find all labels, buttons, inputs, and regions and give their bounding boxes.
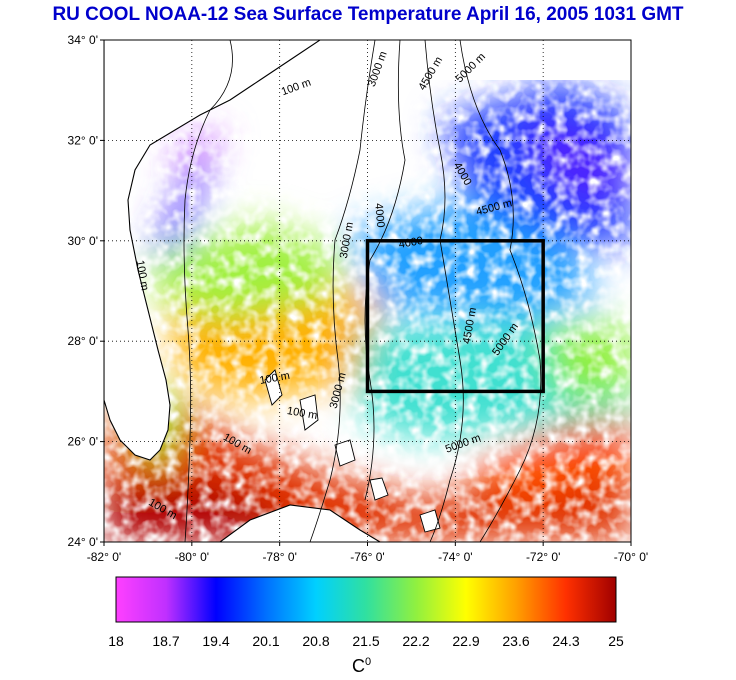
colorbar-tick-label: 24.3 bbox=[552, 633, 579, 649]
lon-tick-label: -72° 0' bbox=[526, 550, 560, 564]
colorbar-tick-label: 23.6 bbox=[502, 633, 529, 649]
contour-label: 4000 bbox=[398, 235, 424, 251]
contour-label: 4000 bbox=[372, 203, 386, 228]
lon-tick-label: -70° 0' bbox=[614, 550, 648, 564]
map-title: RU COOL NOAA-12 Sea Surface Temperature … bbox=[52, 4, 684, 25]
lat-tick-label: 32° 0' bbox=[68, 133, 98, 147]
colorbar-tick-label: 19.4 bbox=[202, 633, 229, 649]
contour-label: 100 m bbox=[259, 370, 291, 387]
colorbar-ticks: 18 18.7 19.4 20.1 20.8 21.5 22.2 22.9 23.6 24.3 25 bbox=[108, 633, 624, 649]
colorbar-tick-label: 21.5 bbox=[352, 633, 379, 649]
lat-tick-label: 30° 0' bbox=[68, 234, 98, 248]
colorbar bbox=[115, 576, 617, 623]
lat-tick-label: 24° 0' bbox=[68, 535, 98, 549]
latitude-axis: 34° 0' 32° 0' 30° 0' 28° 0' 26° 0' 24° 0' bbox=[68, 33, 104, 549]
colorbar-tick-label: 20.8 bbox=[302, 633, 329, 649]
lon-tick-label: -78° 0' bbox=[262, 550, 296, 564]
colorbar-tick-label: 18.7 bbox=[152, 633, 179, 649]
longitude-axis: -82° 0' -80° 0' -78° 0' -76° 0' -74° 0' -72° … bbox=[87, 542, 648, 564]
lat-tick-label: 34° 0' bbox=[68, 33, 98, 47]
contour-label: 100 m bbox=[134, 259, 151, 291]
colorbar-unit-sup: 0 bbox=[365, 656, 372, 668]
colorbar-tick-label: 22.9 bbox=[452, 633, 479, 649]
colorbar-unit: C0 bbox=[352, 656, 371, 677]
colorbar-tick-label: 20.1 bbox=[252, 633, 279, 649]
colorbar-tick-label: 25 bbox=[608, 633, 624, 649]
colorbar-tick-label: 18 bbox=[108, 633, 124, 649]
lat-tick-label: 26° 0' bbox=[68, 435, 98, 449]
colorbar-unit-base: C bbox=[352, 656, 365, 676]
land bbox=[104, 40, 441, 542]
study-region-box bbox=[365, 239, 545, 394]
bathymetry-contours bbox=[183, 40, 542, 542]
contour-label: 100 m bbox=[286, 405, 318, 422]
lon-tick-label: -74° 0' bbox=[438, 550, 472, 564]
lat-tick-label: 28° 0' bbox=[68, 334, 98, 348]
colorbar-tick-label: 22.2 bbox=[402, 633, 429, 649]
lon-tick-label: -82° 0' bbox=[87, 550, 121, 564]
lon-tick-label: -76° 0' bbox=[350, 550, 384, 564]
sst-field bbox=[104, 80, 631, 542]
lon-tick-label: -80° 0' bbox=[175, 550, 209, 564]
